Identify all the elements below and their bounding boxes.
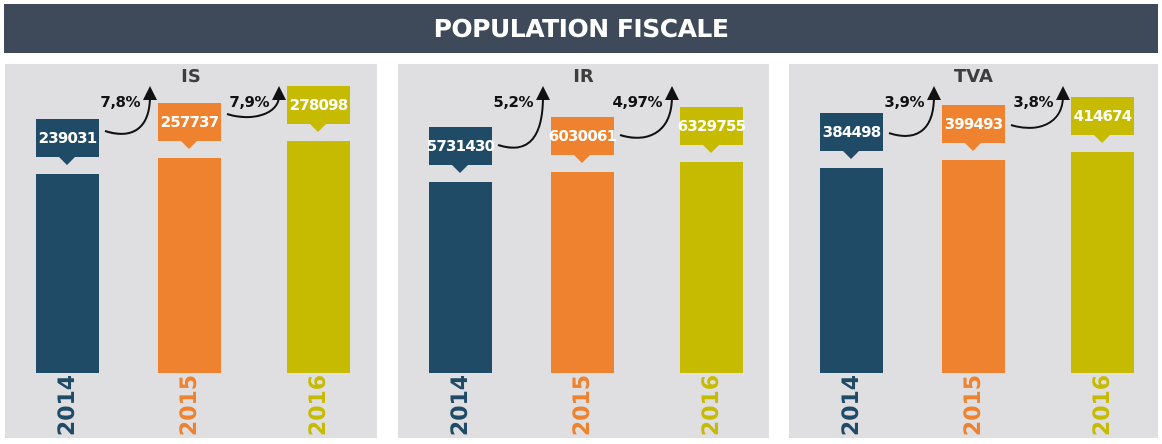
data-label-pointer: [843, 151, 859, 160]
data-label-pointer: [181, 140, 197, 149]
growth-arrow-icon: [888, 86, 941, 137]
growth-label: 3,9%: [884, 93, 924, 111]
data-label-pointer: [59, 156, 75, 165]
year-label-2015: 2015: [551, 374, 614, 436]
data-label-pointer: [574, 154, 590, 163]
data-label-2016: 414674: [1071, 97, 1134, 135]
year-text: 2016: [1089, 374, 1115, 436]
bar-2014: [820, 168, 883, 373]
data-label-2015: 6030061: [549, 116, 617, 155]
year-label-2015: 2015: [158, 374, 221, 436]
chart-panel-is: IS 239031 2014 257737 2015 278098 2016 7,8% 7,9%: [5, 64, 377, 438]
year-text: 2015: [569, 374, 595, 436]
chart-panel-ir: IR 5731430 2014 6030061 2015 6329755 2016 5,2% 4…: [398, 64, 769, 438]
growth-label: 7,8%: [100, 93, 140, 111]
growth-arrow-icon: [497, 86, 550, 149]
growth-arrow-icon: [1010, 86, 1070, 129]
bar-2014: [429, 181, 492, 373]
growth-arrow-icon: [226, 86, 286, 119]
year-text: 2015: [176, 374, 202, 436]
data-label-pointer: [452, 164, 468, 173]
growth-label: 7,9%: [229, 93, 269, 111]
chart-title: IR: [573, 66, 594, 87]
data-label-pointer: [703, 145, 719, 153]
year-label-2014: 2014: [429, 374, 492, 436]
year-text: 2014: [838, 374, 864, 436]
year-label-2016: 2016: [287, 374, 350, 436]
year-label-2016: 2016: [680, 374, 743, 436]
data-label-2014: 5731430: [427, 126, 495, 165]
data-label-2015: 399493: [942, 105, 1005, 144]
bar-2015: [942, 160, 1005, 373]
data-label-2015: 257737: [158, 102, 221, 141]
growth-label: 3,8%: [1013, 93, 1053, 111]
year-label-2016: 2016: [1071, 374, 1134, 436]
year-text: 2014: [54, 374, 80, 436]
data-label-pointer: [310, 124, 326, 132]
data-label-pointer: [965, 143, 981, 152]
year-text: 2015: [960, 374, 986, 436]
year-text: 2014: [447, 374, 473, 436]
growth-label: 5,2%: [493, 93, 533, 111]
data-label-2014: 384498: [820, 113, 883, 152]
growth-label: 4,97%: [612, 93, 662, 111]
growth-arrow-icon: [104, 86, 157, 135]
year-text: 2016: [698, 374, 724, 436]
year-label-2014: 2014: [36, 374, 99, 436]
chart-panel-tva: TVA 384498 2014 399493 2015 414674 2016 3,9% 3,8…: [789, 64, 1158, 438]
data-label-2014: 239031: [36, 118, 99, 157]
data-label-2016: 6329755: [678, 107, 746, 145]
bar-2016: [680, 162, 743, 373]
bar-2016: [1071, 152, 1134, 373]
page-title: POPULATION FISCALE: [4, 4, 1158, 53]
chart-title: IS: [181, 66, 201, 87]
bar-2015: [158, 157, 221, 373]
year-text: 2016: [305, 374, 331, 436]
bar-2015: [551, 171, 614, 373]
chart-title: TVA: [954, 66, 993, 87]
bar-2014: [36, 173, 99, 373]
data-label-pointer: [1094, 135, 1110, 143]
growth-arrow-icon: [619, 86, 679, 139]
bar-2016: [287, 141, 350, 373]
year-label-2014: 2014: [820, 374, 883, 436]
data-label-2016: 278098: [287, 86, 350, 124]
year-label-2015: 2015: [942, 374, 1005, 436]
